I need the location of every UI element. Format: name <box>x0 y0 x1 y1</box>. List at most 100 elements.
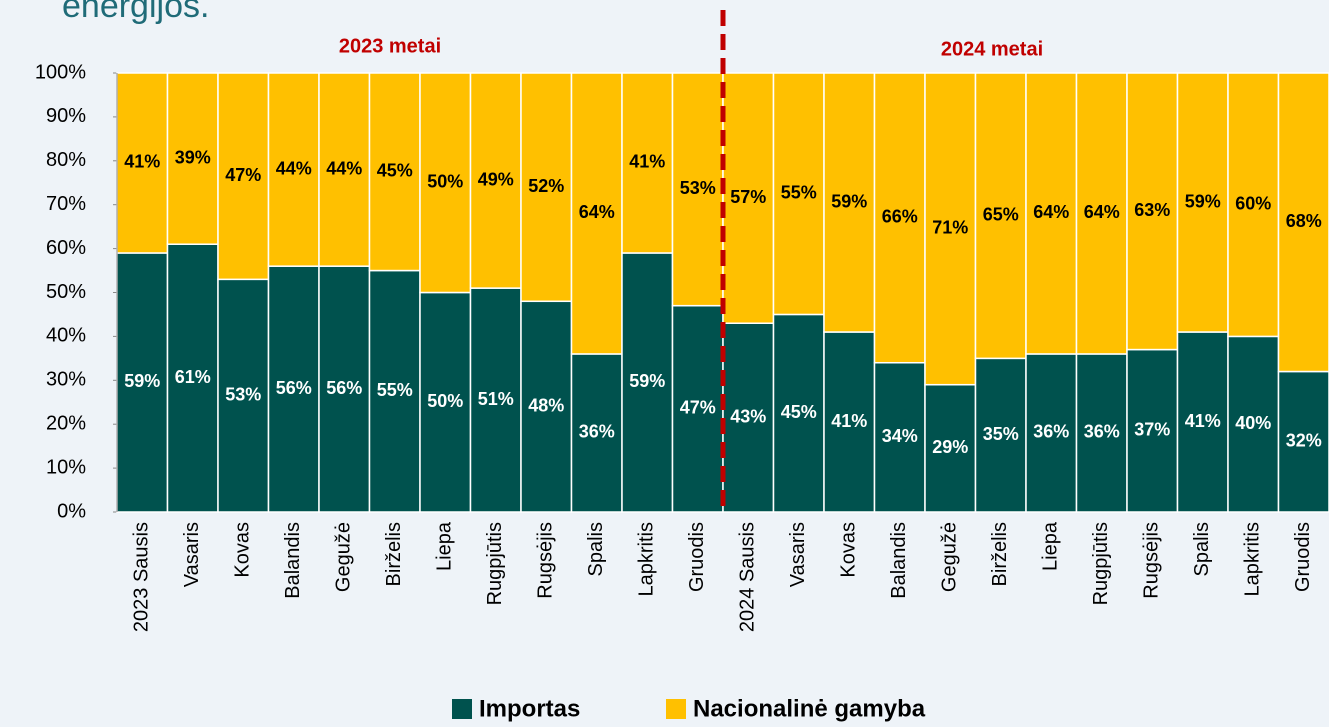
bar-segment <box>1277 72 1329 373</box>
bar-segment <box>368 72 421 272</box>
bar-segment <box>1227 335 1280 513</box>
bar-segment <box>823 331 876 513</box>
bar-segment <box>318 72 371 267</box>
data-label: 41% <box>124 152 160 172</box>
data-label: 53% <box>225 384 261 404</box>
data-label: 44% <box>326 158 362 178</box>
data-label: 64% <box>1084 202 1120 222</box>
data-label: 60% <box>1235 193 1271 213</box>
data-label: 40% <box>1235 413 1271 433</box>
data-label: 61% <box>175 367 211 387</box>
data-label: 47% <box>225 165 261 185</box>
y-tick-label: 100% <box>35 61 86 83</box>
data-label: 41% <box>1185 411 1221 431</box>
x-tick-label: Rugsėjis <box>1141 522 1163 599</box>
data-label: 53% <box>680 178 716 198</box>
bar-segment <box>722 72 775 324</box>
data-label: 66% <box>882 207 918 227</box>
data-label: 45% <box>377 161 413 181</box>
data-label: 41% <box>831 411 867 431</box>
data-label: 49% <box>478 169 514 189</box>
bar-segment <box>974 357 1027 513</box>
data-label: 48% <box>528 395 564 415</box>
data-label: 59% <box>1185 191 1221 211</box>
x-tick-label: Balandis <box>282 522 304 599</box>
x-tick-label: Spalis <box>1191 522 1213 576</box>
x-tick-label: Kovas <box>838 522 860 578</box>
y-tick-label: 20% <box>46 412 86 434</box>
data-label: 47% <box>680 398 716 418</box>
bar-segment <box>267 72 320 267</box>
x-tick-label: 2023 Sausis <box>131 522 153 632</box>
data-label: 29% <box>932 437 968 457</box>
y-tick-label: 40% <box>46 325 86 347</box>
chart-title: energijos. <box>62 0 209 25</box>
data-label: 56% <box>326 378 362 398</box>
data-label: 39% <box>175 147 211 167</box>
data-label: 36% <box>1033 422 1069 442</box>
x-tick-label: Spalis <box>585 522 607 576</box>
x-tick-label: 2024 Sausis <box>737 522 759 632</box>
x-tick-label: Birželis <box>383 522 405 586</box>
bar-segment <box>520 72 573 303</box>
bar-segment <box>671 72 724 307</box>
x-tick-label: Vasaris <box>787 522 809 587</box>
x-tick-label: Liepa <box>1040 521 1062 571</box>
bar-segment <box>671 304 724 513</box>
y-tick-label: 60% <box>46 237 86 259</box>
bar-segment <box>823 72 876 333</box>
data-label: 36% <box>1084 422 1120 442</box>
y-tick-label: 50% <box>46 281 86 303</box>
bar-segment <box>520 300 573 513</box>
data-label: 55% <box>377 380 413 400</box>
data-label: 63% <box>1134 200 1170 220</box>
x-tick-label: Balandis <box>888 522 910 599</box>
data-label: 64% <box>579 202 615 222</box>
bar-segment <box>368 269 421 513</box>
bar-segment <box>166 243 219 513</box>
y-tick-label: 70% <box>46 193 86 215</box>
legend-label: Nacionalinė gamyba <box>693 695 926 722</box>
x-tick-label: Gruodis <box>686 522 708 592</box>
bar-segment <box>924 72 977 386</box>
annotation: 2023 metai <box>339 35 441 57</box>
x-tick-label: Liepa <box>434 521 456 571</box>
data-label: 51% <box>478 389 514 409</box>
x-tick-label: Rugpjūtis <box>484 522 506 605</box>
data-label: 41% <box>629 152 665 172</box>
data-label: 32% <box>1286 431 1322 451</box>
y-tick-label: 80% <box>46 149 86 171</box>
bar-segment <box>570 72 623 355</box>
data-label: 52% <box>528 176 564 196</box>
x-tick-label: Birželis <box>989 522 1011 586</box>
y-tick-label: 10% <box>46 456 86 478</box>
data-label: 57% <box>730 187 766 207</box>
data-label: 68% <box>1286 211 1322 231</box>
x-tick-label: Kovas <box>232 522 254 578</box>
data-label: 34% <box>882 426 918 446</box>
x-tick-label: Gegužė <box>333 522 355 592</box>
data-label: 45% <box>781 402 817 422</box>
x-tick-label: Rugpjūtis <box>1090 522 1112 605</box>
data-label: 55% <box>781 182 817 202</box>
annotation: 2024 metai <box>941 38 1043 60</box>
legend-swatch <box>452 699 472 719</box>
bar-segment <box>217 72 270 281</box>
x-tick-label: Gegužė <box>939 522 961 592</box>
y-tick-label: 0% <box>57 500 86 522</box>
legend-label: Importas <box>479 695 580 722</box>
data-label: 37% <box>1134 420 1170 440</box>
bar-segment <box>419 72 472 294</box>
bar-segment <box>1176 72 1229 333</box>
data-label: 50% <box>427 172 463 192</box>
data-label: 71% <box>932 218 968 238</box>
data-label: 36% <box>579 422 615 442</box>
bar-segment <box>419 291 472 513</box>
data-label: 44% <box>276 158 312 178</box>
bar-segment <box>722 322 775 513</box>
data-label: 35% <box>983 424 1019 444</box>
bar-segment <box>1227 72 1280 338</box>
y-tick-label: 30% <box>46 369 86 391</box>
bar-segment <box>772 313 825 513</box>
x-tick-label: Vasaris <box>181 522 203 587</box>
